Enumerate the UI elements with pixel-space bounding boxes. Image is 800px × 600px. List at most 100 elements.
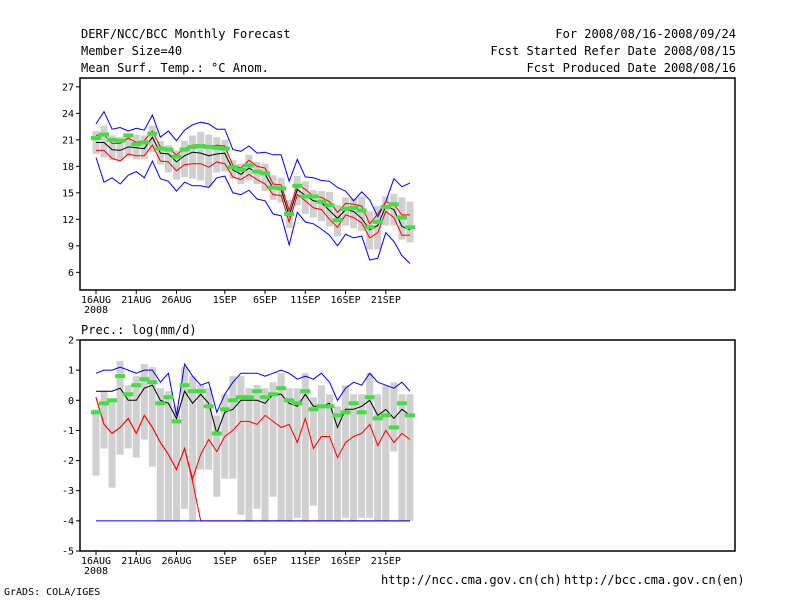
ncc-url-link[interactable]: http://ncc.cma.gov.cn(ch) [381,573,562,587]
precip-ytick-label: 0 [68,396,74,407]
temp-spread-box [358,196,366,231]
precip-spread-box [181,367,189,509]
temp-median-mark [252,169,262,174]
chart-title: DERF/NCC/BCC Monthly Forecast [81,27,291,41]
temp-median-mark [332,218,343,223]
precip-ytick-label: -3 [62,486,74,497]
precip-spread-box [189,376,197,521]
precip-median-mark [139,377,150,382]
temp-median-mark [115,138,126,143]
temp-ytick-label: 24 [62,109,74,120]
precip-spread-box [269,382,277,497]
precip-median-mark [380,413,391,418]
temp-median-mark [292,183,303,188]
temp-median-mark [195,144,206,149]
temp-median-mark [284,212,295,217]
precip-median-mark [356,410,367,415]
precip-spread-box [325,394,333,521]
temp-xtick-label: 21AUG [121,295,151,306]
temp-median-mark [324,203,335,208]
precip-xtick-label: 1SEP [213,556,237,567]
precip-series-mean [96,384,411,436]
member-size-label: Member Size=40 [81,44,183,58]
temp-median-mark [396,215,407,220]
temp-xtick-label: 21SEP [371,295,401,306]
precip-spread-box [285,388,293,521]
precip-xtick-label: 16SEP [330,556,360,567]
precip-spread-box [309,397,317,506]
precip-median-mark [147,380,158,385]
temp-xtick-label: 16SEP [330,295,360,306]
temp-median-mark [91,136,101,141]
temp-median-mark [308,194,319,199]
precip-spread-box [366,373,374,518]
temp-median-mark [211,145,222,150]
temp-ytick-label: 9 [68,241,74,252]
precip-spread-box [108,400,116,488]
precip-panel-title: Prec.: log(mm/d) [81,323,197,337]
precip-spread-box [277,373,285,521]
temp-median-mark [348,205,359,210]
temp-spread-box [197,131,205,181]
precip-spread-box [390,382,398,452]
temp-spread-box [374,206,382,250]
precip-spread-box [164,391,172,521]
precip-median-mark [332,413,343,418]
precip-spread-box [229,376,237,479]
temp-spread-box [325,191,333,227]
precip-median-mark [276,386,287,391]
temp-median-mark [268,185,279,190]
temp-median-mark [243,163,254,168]
precip-median-mark [179,383,190,388]
temp-median-mark [99,132,110,137]
precip-xtick-label: 16AUG [81,556,111,567]
precip-spread-box [358,394,366,518]
precip-median-mark [171,419,182,424]
temp-xtick-label: 1SEP [213,295,237,306]
temp-median-mark [147,131,158,136]
temp-spread-box [181,140,189,177]
precip-median-mark [219,407,230,412]
temp-median-mark [131,142,142,147]
precip-median-mark [388,425,399,430]
precip-median-mark [308,407,319,412]
precip-median-mark [372,416,383,421]
temp-xtick-year: 2008 [84,305,108,316]
temp-median-mark [171,154,182,159]
temp-spread-box [148,125,156,153]
precip-xtick-label: 11SEP [290,556,320,567]
temp-spread-box [108,135,116,161]
temp-plot-frame [79,77,736,291]
precip-median-mark [292,401,303,406]
precip-spread-box [261,388,269,521]
temp-series-p_lower [96,144,410,239]
temp-spread-box [173,150,180,180]
temp-median-mark [388,202,399,207]
temp-median-mark [260,171,271,176]
temp-series-min [95,157,411,264]
precip-spread-box [245,388,253,521]
temp-spread-box [221,139,229,172]
temp-median-mark [364,225,375,230]
bcc-url-link[interactable]: http://bcc.cma.gov.cn(en) [564,573,745,587]
precip-spread-box [116,361,124,455]
precip-spread-box [213,415,221,497]
temp-spread-box [350,198,358,229]
precip-median-mark [227,398,238,403]
precip-spread-box [156,388,164,521]
variable-label: Mean Surf. Temp.: °C Anom. [81,61,269,75]
temp-spread-box [317,191,325,222]
precip-median-mark [348,401,359,406]
grads-credit: GrADS: COLA/IGES [4,587,101,598]
precip-ytick-label: -1 [62,426,74,437]
precip-spread-box [301,373,309,521]
temp-median-mark [163,147,174,152]
temp-series-p_upper [95,130,410,225]
precip-spread-box [140,364,148,440]
precip-xtick-label: 21AUG [121,556,151,567]
precip-median-mark [284,398,295,403]
temp-ytick-label: 6 [68,268,74,279]
precip-ytick-label: -5 [62,547,74,558]
temp-median-mark [404,225,415,230]
